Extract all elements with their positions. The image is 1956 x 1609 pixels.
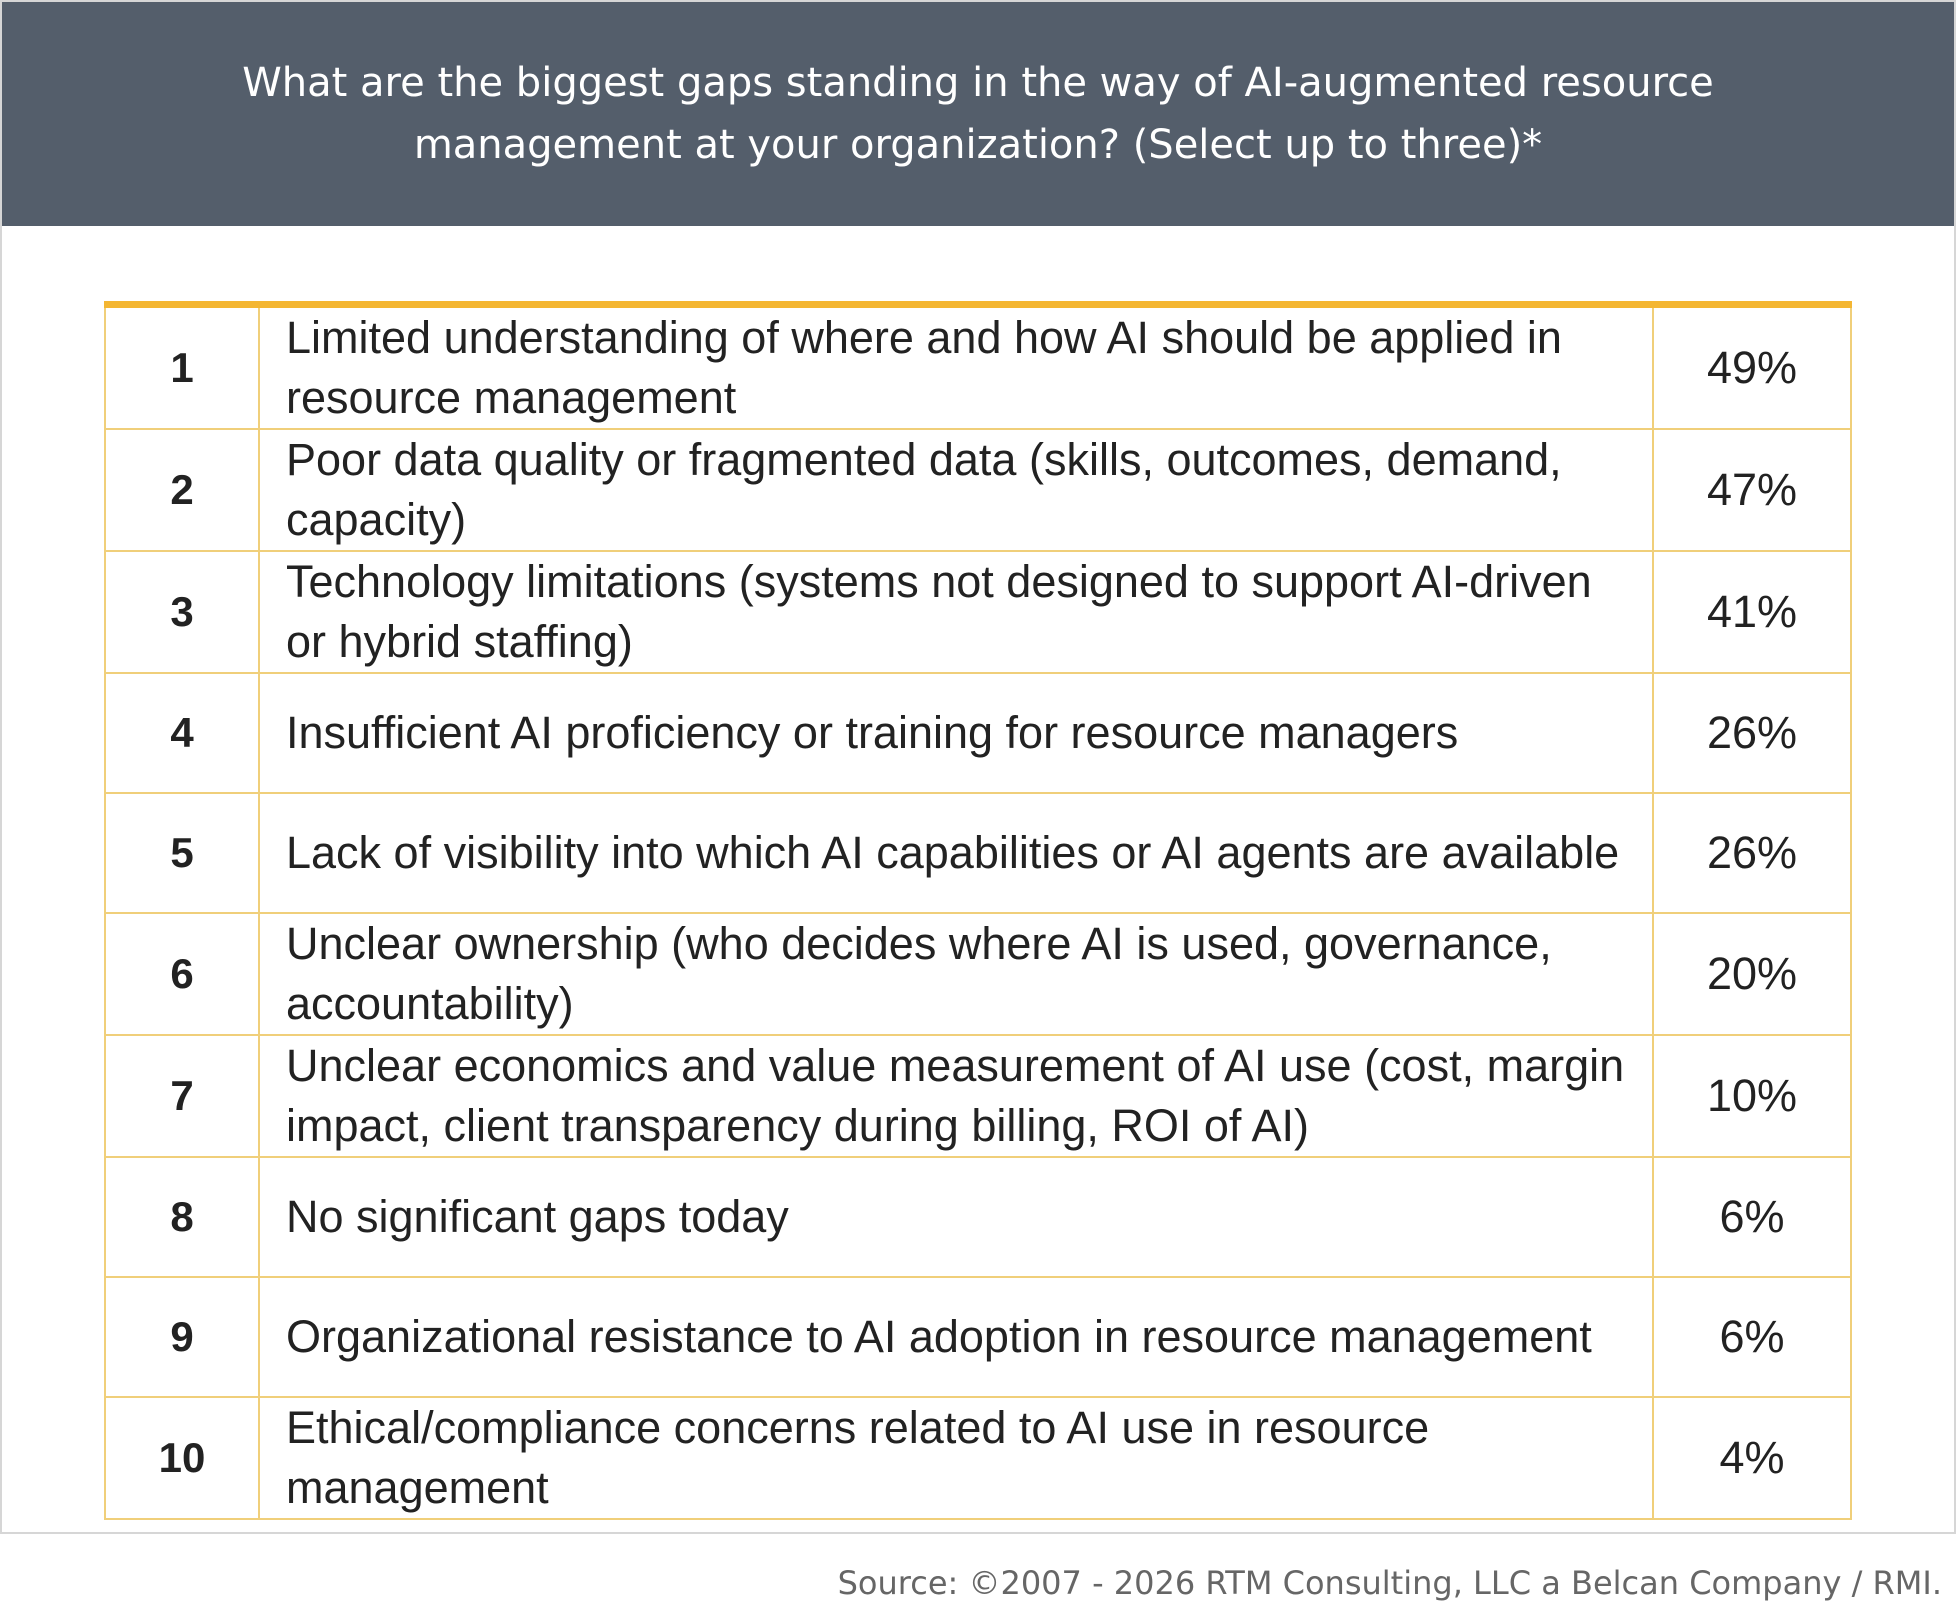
gap-cell: Insufficient AI proficiency or training … (258, 672, 1654, 794)
table-row: 4 Insufficient AI proficiency or training… (104, 672, 1852, 794)
percent-cell: 47% (1652, 428, 1852, 552)
gap-cell: No significant gaps today (258, 1156, 1654, 1278)
table: 1 Limited understanding of where and how … (104, 301, 1852, 1520)
percent-cell: 41% (1652, 550, 1852, 674)
rank-cell: 1 (104, 303, 260, 430)
rank-cell: 7 (104, 1034, 260, 1158)
gap-cell: Poor data quality or fragmented data (sk… (258, 428, 1654, 552)
percent-cell: 49% (1652, 303, 1852, 430)
percent-cell: 6% (1652, 1276, 1852, 1398)
rank-cell: 6 (104, 912, 260, 1036)
rank-cell: 3 (104, 550, 260, 674)
rank-cell: 2 (104, 428, 260, 552)
percent-cell: 26% (1652, 792, 1852, 914)
table-row: 3 Technology limitations (systems not des… (104, 550, 1852, 674)
table-row: 8 No significant gaps today 6% (104, 1156, 1852, 1278)
table-row: 9 Organizational resistance to AI adoptio… (104, 1276, 1852, 1398)
percent-cell: 4% (1652, 1396, 1852, 1520)
percent-cell: 26% (1652, 672, 1852, 794)
rank-cell: 5 (104, 792, 260, 914)
gap-cell: Unclear ownership (who decides where AI … (258, 912, 1654, 1036)
title: What are the biggest gaps standing in th… (242, 60, 1714, 168)
gap-cell: Limited understanding of where and how A… (258, 303, 1654, 430)
source: Source: ©2007 - 2026 RTM Consulting, LLC… (837, 1564, 1942, 1602)
table-row: 10 Ethical/compliance concerns related to… (104, 1396, 1852, 1520)
rank-cell: 10 (104, 1396, 260, 1520)
gap-cell: Lack of visibility into which AI capabil… (258, 792, 1654, 914)
table-row: 1 Limited understanding of where and how … (104, 303, 1852, 430)
gap-cell: Organizational resistance to AI adoption… (258, 1276, 1654, 1398)
table-row: 2 Poor data quality or fragmented data (s… (104, 428, 1852, 552)
percent-cell: 10% (1652, 1034, 1852, 1158)
gap-cell: Technology limitations (systems not desi… (258, 550, 1654, 674)
gap-cell: Ethical/compliance concerns related to A… (258, 1396, 1654, 1520)
header: What are the biggest gaps standing in th… (2, 2, 1954, 226)
table-row: 7 Unclear economics and value measurement… (104, 1034, 1852, 1158)
gap-cell: Unclear economics and value measurement … (258, 1034, 1654, 1158)
table-row: 5 Lack of visibility into which AI capabi… (104, 792, 1852, 914)
rank-cell: 8 (104, 1156, 260, 1278)
rank-cell: 9 (104, 1276, 260, 1398)
percent-cell: 20% (1652, 912, 1852, 1036)
percent-cell: 6% (1652, 1156, 1852, 1278)
rank-cell: 4 (104, 672, 260, 794)
card: What are the biggest gaps standing in th… (0, 0, 1956, 1534)
table-row: 6 Unclear ownership (who decides where AI… (104, 912, 1852, 1036)
